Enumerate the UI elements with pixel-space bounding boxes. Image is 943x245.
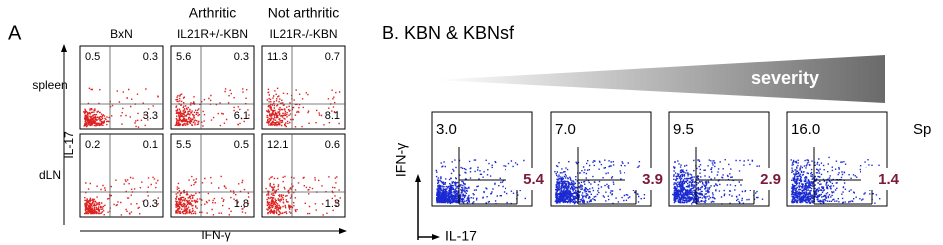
panel-title: B. KBN & KBNsf	[382, 23, 515, 43]
dot-cloud	[790, 156, 881, 205]
label-backdrop	[743, 168, 783, 190]
quadrant-value: 2.9	[760, 171, 781, 188]
quadrant-value: 3.0	[436, 121, 457, 138]
y-axis-label: IL-17	[62, 131, 76, 159]
edge-text: Sp	[913, 121, 931, 138]
label-backdrop	[861, 168, 901, 190]
dot-cloud	[672, 159, 764, 205]
quadrant-value: 7.0	[555, 121, 576, 138]
dot-cloud	[84, 176, 159, 216]
quadrant-value: 0.7	[325, 51, 340, 63]
severity-gradient	[435, 55, 885, 103]
column-subtitle: IL21R+/-KBN	[177, 27, 248, 41]
quadrant-value: 11.3	[267, 51, 288, 63]
label-backdrop	[625, 168, 665, 190]
quadrant-value: 0.5	[85, 51, 100, 63]
dot-cloud	[174, 88, 250, 127]
dot-cloud	[554, 159, 646, 205]
arrow-head	[415, 174, 421, 182]
dot-cloud	[265, 175, 341, 216]
quadrant-value: 9.5	[673, 121, 694, 138]
quadrant-value: 12.1	[267, 139, 288, 151]
quadrant-value: 0.1	[143, 139, 158, 151]
arrow-head	[339, 228, 347, 234]
quadrant-value: 3.3	[143, 110, 158, 122]
arrow-head	[61, 44, 67, 52]
row-label: spleen	[32, 78, 67, 92]
panel-label: A	[8, 22, 22, 44]
quadrant-value: 16.0	[791, 121, 820, 138]
quadrant-value: 0.2	[85, 139, 100, 151]
column-title: Arthritic	[189, 5, 236, 21]
dot-cloud	[435, 159, 526, 205]
column-title: Not arthritic	[268, 5, 340, 21]
column-subtitle: IL21R-/-KBN	[269, 27, 337, 41]
quadrant-value: 5.5	[176, 139, 191, 151]
arrow-head	[432, 234, 440, 240]
quadrant-value: 0.6	[325, 139, 340, 151]
quadrant-value: 0.3	[234, 51, 249, 63]
x-axis-label: IL-17	[445, 228, 477, 244]
quadrant-value: 1.3	[325, 198, 340, 210]
row-label: dLN	[39, 168, 61, 182]
quadrant-value: 5.6	[176, 51, 191, 63]
quadrant-value: 1.8	[234, 198, 249, 210]
x-axis-label: IFN-γ	[201, 228, 230, 242]
quadrant-value: 0.5	[234, 139, 249, 151]
label-backdrop	[506, 168, 546, 190]
quadrant-value: 8.1	[325, 110, 340, 122]
quadrant-value: 0.3	[143, 51, 158, 63]
dot-cloud	[266, 87, 341, 128]
quadrant-value: 5.4	[523, 171, 545, 188]
dot-cloud	[83, 87, 159, 128]
quadrant-value: 3.9	[642, 171, 663, 188]
column-subtitle: BxN	[110, 27, 133, 41]
quadrant-value: 0.3	[143, 198, 158, 210]
quadrant-value: 1.4	[878, 171, 900, 188]
quadrant-value: 6.1	[234, 110, 249, 122]
y-axis-label: IFN-γ	[393, 143, 409, 177]
dot-cloud	[175, 175, 250, 216]
gradient-label: severity	[751, 68, 819, 88]
